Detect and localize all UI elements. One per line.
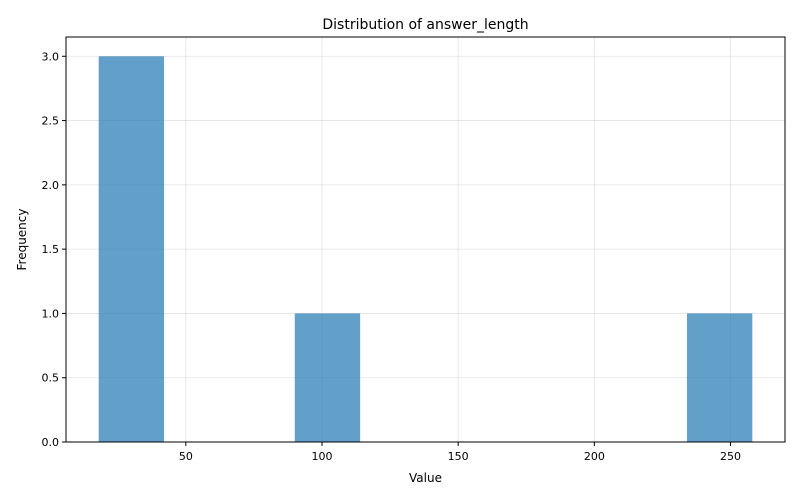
histogram-bar-1: [98, 56, 165, 443]
x-tick-label: 250: [720, 450, 741, 463]
histogram-bar-2: [294, 313, 361, 442]
y-tick-label: 1.5: [42, 243, 60, 256]
plot-frame: [65, 36, 786, 443]
bars: [98, 56, 753, 443]
x-axis-label: Value: [409, 471, 442, 485]
y-axis-label: Frequency: [15, 209, 29, 271]
y-tick-label: 3.0: [42, 50, 60, 63]
y-tick-label: 1.0: [42, 307, 60, 320]
x-tick-label: 100: [312, 450, 333, 463]
histogram-bar-3: [686, 313, 753, 442]
grid: [66, 37, 785, 443]
x-tick-label: 150: [448, 450, 469, 463]
x-tick-label: 200: [584, 450, 605, 463]
chart-title: Distribution of answer_length: [322, 17, 528, 33]
x-tick-label: 50: [179, 450, 193, 463]
y-tick-label: 0.5: [42, 372, 60, 385]
y-tick-label: 0.0: [42, 436, 60, 449]
x-axis-ticks: 50 100 150 200 250: [179, 442, 741, 463]
y-axis-ticks: 0.0 0.5 1.0 1.5 2.0 2.5 3.0: [42, 50, 66, 449]
y-tick-label: 2.0: [42, 179, 60, 192]
y-tick-label: 2.5: [42, 115, 60, 128]
